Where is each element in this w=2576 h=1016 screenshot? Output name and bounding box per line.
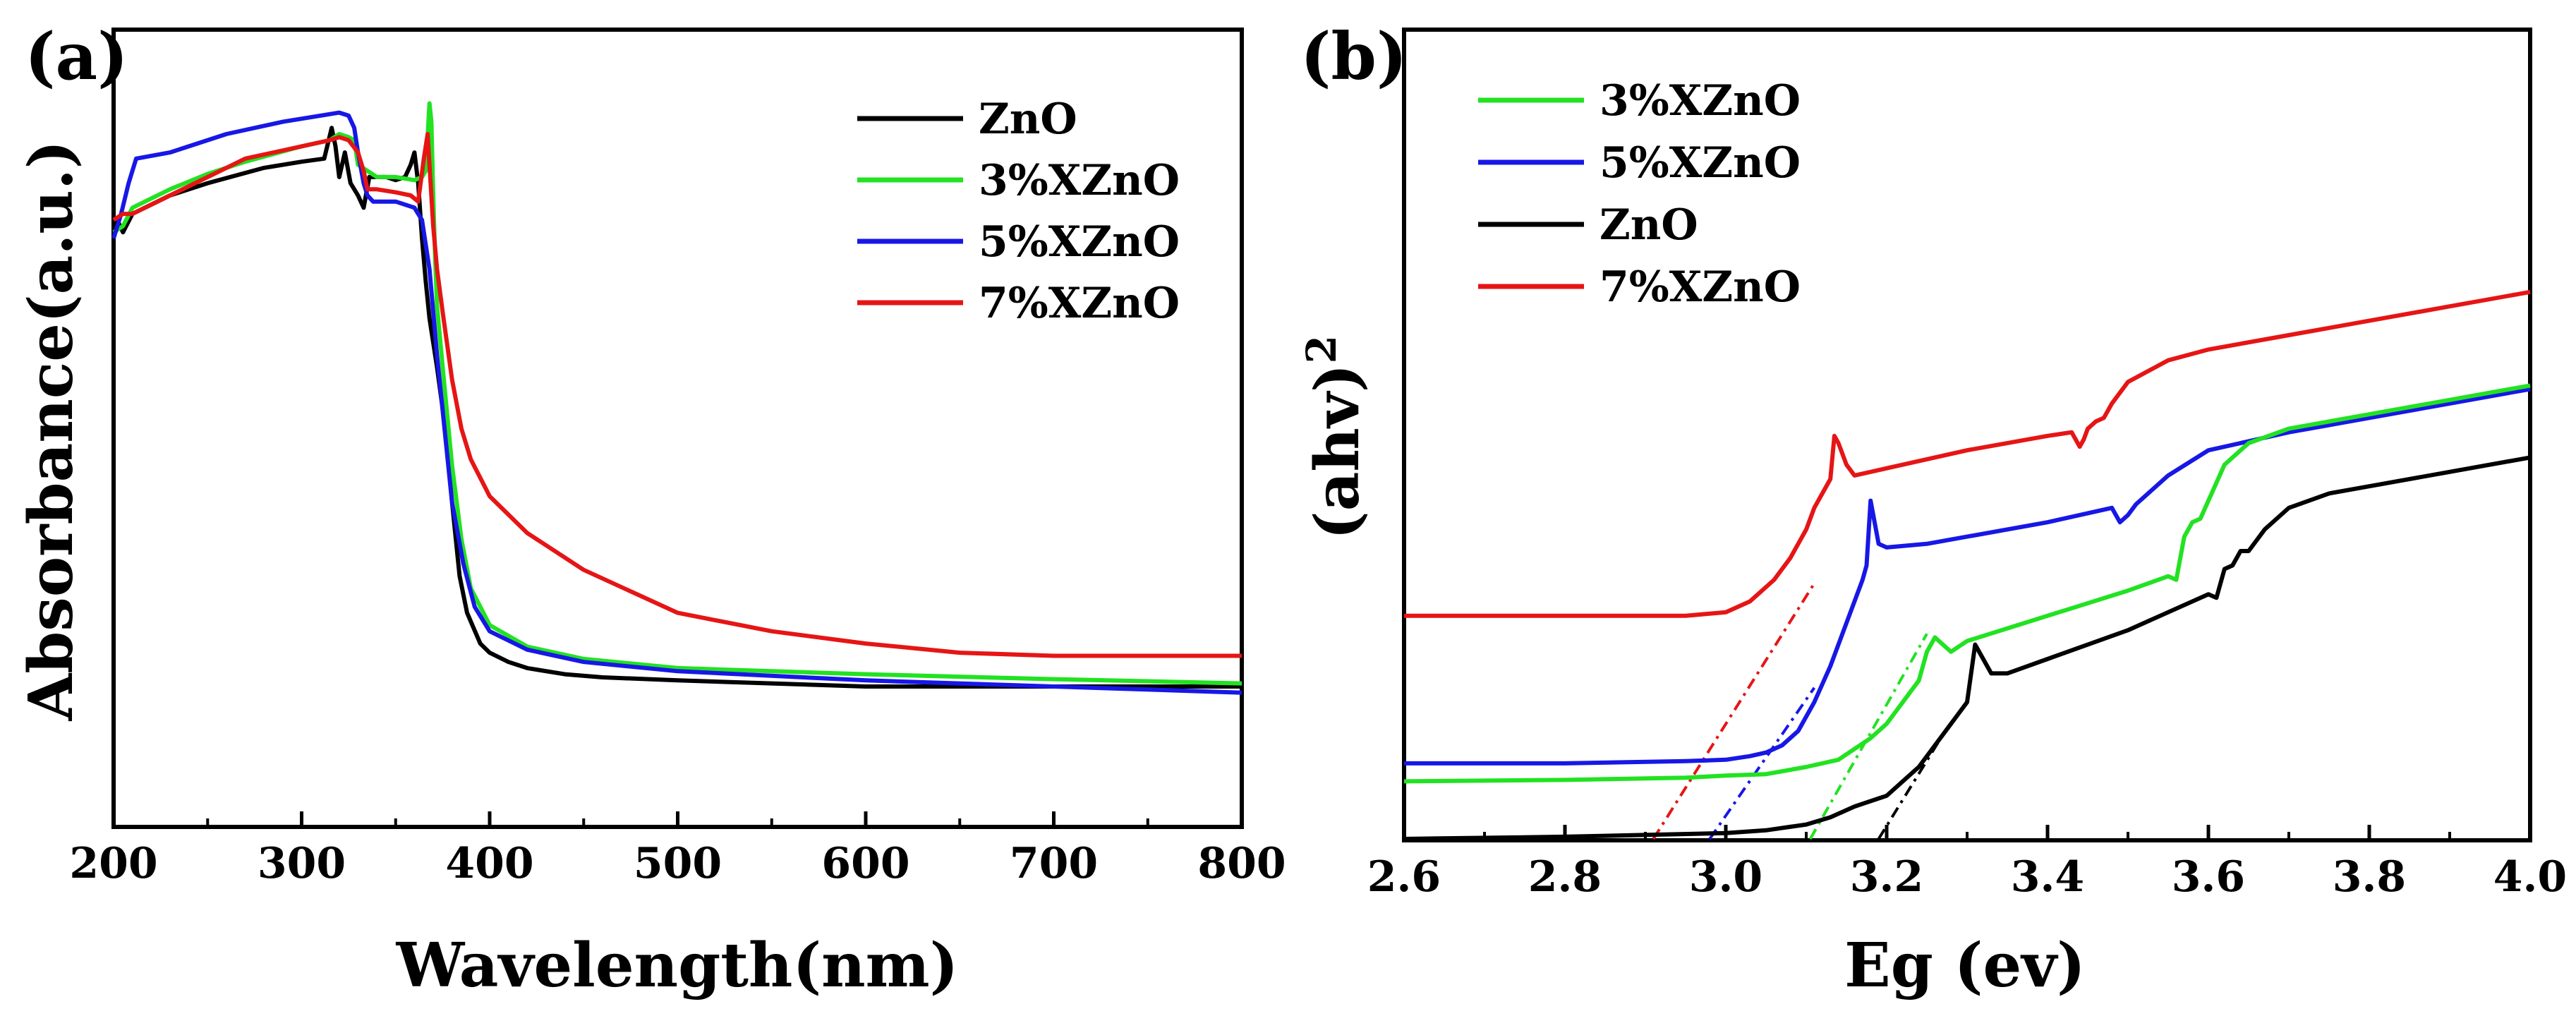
x-tick-label: 400 xyxy=(445,839,533,888)
legend-label-3pct-xzno: 3%XZnO xyxy=(1600,76,1801,126)
panel-a-x-axis-title: Wavelength(nm) xyxy=(396,930,959,1001)
legend-label-7pct-xzno: 7%XZnO xyxy=(1600,262,1801,312)
panel-b-x-axis-title: Eg (ev) xyxy=(1844,930,2086,1001)
legend-label-5pct-xzno: 5%XZnO xyxy=(979,217,1180,267)
legend-label-zno: ZnO xyxy=(1600,200,1698,250)
x-tick-label: 2.8 xyxy=(1528,852,1602,902)
panel-b-x-tick-labels: 2.6 2.8 3.0 3.2 3.4 3.6 3.8 4.0 xyxy=(1367,852,2567,902)
panel-b-y-axis-title: (ahv)2 xyxy=(1298,335,1373,540)
x-tick-label: 200 xyxy=(69,839,157,888)
x-tick-label: 2.6 xyxy=(1367,852,1441,902)
series-line-3pct-xzno xyxy=(1403,383,2531,784)
series-line-7pct-xzno xyxy=(1404,289,2531,618)
tangent-line-5pct-xzno xyxy=(1708,687,1816,840)
panel-b-plot-frame xyxy=(1402,28,2532,842)
panel-a-series xyxy=(111,101,1242,695)
legend-label-3pct-xzno: 3%XZnO xyxy=(979,156,1180,205)
panel-b-label: (b) xyxy=(1300,18,1407,95)
legend-label-7pct-xzno: 7%XZnO xyxy=(979,279,1180,328)
series-line-7pct-xzno xyxy=(112,132,1242,658)
x-tick-label: 3.4 xyxy=(2011,852,2084,902)
panel-b-tangent-lines xyxy=(1652,582,1945,840)
x-tick-label: 500 xyxy=(634,839,722,888)
panel-a: (a) 200 300 400 500 600 700 800 ZnO 3%XZnO 5%XZn… xyxy=(16,18,1286,1001)
panel-a-y-axis-title: Absorbance(a.u.) xyxy=(16,140,87,722)
series-line-zno xyxy=(111,126,1242,689)
x-tick-label: 600 xyxy=(821,839,909,888)
panel-b-legend: 3%XZnO 5%XZnO ZnO 7%XZnO xyxy=(1478,76,1801,312)
x-tick-label: 3.2 xyxy=(1850,852,1923,902)
panel-b-series xyxy=(1403,289,2531,841)
series-line-5pct-xzno xyxy=(1404,387,2531,766)
legend-label-zno: ZnO xyxy=(979,95,1077,144)
tangent-line-7pct-xzno xyxy=(1652,582,1816,840)
x-tick-label: 3.6 xyxy=(2172,852,2245,902)
x-tick-label: 4.0 xyxy=(2493,852,2567,902)
series-line-zno xyxy=(1403,455,2531,841)
series-line-5pct-xzno xyxy=(111,110,1242,695)
panel-b-y-axis-title-sup: 2 xyxy=(1298,335,1346,363)
x-tick-label: 700 xyxy=(1010,839,1098,888)
panel-a-legend: ZnO 3%XZnO 5%XZnO 7%XZnO xyxy=(857,95,1180,328)
panel-a-x-ticks xyxy=(111,811,1244,827)
x-tick-label: 300 xyxy=(258,839,346,888)
tangent-line-3pct-xzno xyxy=(1808,633,1928,840)
x-tick-label: 3.8 xyxy=(2333,852,2406,902)
panel-a-label: (a) xyxy=(25,18,128,95)
panel-b: (b) 2.6 2.8 3.0 3.2 3.4 3.6 3.8 4.0 3%XZnO 5%XZn… xyxy=(1298,18,2567,1001)
panel-a-x-tick-labels: 200 300 400 500 600 700 800 xyxy=(69,839,1286,888)
x-tick-label: 800 xyxy=(1197,839,1286,888)
x-tick-label: 3.0 xyxy=(1689,852,1762,902)
panel-b-y-axis-title-base: (ahv) xyxy=(1302,363,1373,540)
legend-label-5pct-xzno: 5%XZnO xyxy=(1600,138,1801,188)
